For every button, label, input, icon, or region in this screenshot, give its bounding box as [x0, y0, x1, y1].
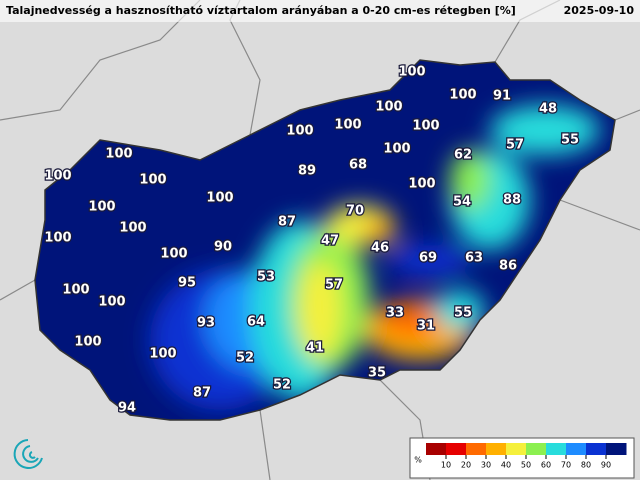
station-value: 52 — [236, 351, 254, 366]
station-value: 100 — [149, 347, 176, 362]
logo — [13, 439, 43, 469]
station-value: 46 — [371, 241, 389, 256]
station-value: 95 — [178, 276, 196, 291]
colorbar-segment — [586, 443, 607, 455]
colorbar-tick-label: 10 — [441, 461, 451, 470]
colorbar-segment — [546, 443, 567, 455]
station-value: 64 — [247, 315, 265, 330]
station-value: 100 — [44, 169, 71, 184]
date: 2025-09-10 — [564, 4, 635, 17]
station-value: 47 — [321, 234, 339, 249]
station-value: 100 — [139, 173, 166, 188]
station-value: 100 — [206, 191, 233, 206]
colorbar-label: % — [414, 456, 422, 465]
station-value: 35 — [368, 366, 386, 381]
station-value: 100 — [74, 335, 101, 350]
station-value: 55 — [561, 133, 579, 148]
station-value: 100 — [398, 65, 425, 80]
colorbar-tick-label: 20 — [461, 461, 471, 470]
colorbar-segment — [446, 443, 467, 455]
station-value: 100 — [286, 124, 313, 139]
station-value: 69 — [419, 251, 437, 266]
station-value: 63 — [465, 251, 483, 266]
station-value: 100 — [449, 88, 476, 103]
title: Talajnedvesség a hasznosítható víztartal… — [6, 4, 516, 17]
colorbar-segment — [486, 443, 507, 455]
station-value: 100 — [334, 118, 361, 133]
colorbar-tick-label: 60 — [541, 461, 551, 470]
station-value: 94 — [118, 401, 136, 416]
station-value: 57 — [506, 138, 524, 153]
colorbar-segment — [466, 443, 487, 455]
station-value: 100 — [383, 142, 410, 157]
station-value: 100 — [119, 221, 146, 236]
colorbar-tick-label: 80 — [581, 461, 591, 470]
station-value: 62 — [454, 148, 472, 163]
station-value: 54 — [453, 195, 471, 210]
station-value: 91 — [493, 89, 511, 104]
station-value: 68 — [349, 158, 367, 173]
colorbar-tick-label: 40 — [501, 461, 511, 470]
header-bar — [0, 0, 640, 22]
colorbar-tick-label: 90 — [601, 461, 611, 470]
station-value: 100 — [412, 119, 439, 134]
station-value: 33 — [386, 306, 404, 321]
colorbar-segment — [526, 443, 547, 455]
station-value: 52 — [273, 378, 291, 393]
station-value: 48 — [539, 102, 557, 117]
colorbar-segment — [606, 443, 627, 455]
station-value: 90 — [214, 240, 232, 255]
station-value: 100 — [44, 231, 71, 246]
station-value: 41 — [306, 341, 324, 356]
colorbar-tick-label: 50 — [521, 461, 531, 470]
station-value: 100 — [408, 177, 435, 192]
station-value: 89 — [298, 164, 316, 179]
station-value: 87 — [278, 215, 296, 230]
station-value: 100 — [62, 283, 89, 298]
station-value: 55 — [454, 306, 472, 321]
colorbar-segment — [566, 443, 587, 455]
station-value: 53 — [257, 270, 275, 285]
station-value: 100 — [88, 200, 115, 215]
station-value: 31 — [417, 319, 435, 334]
station-value: 57 — [325, 278, 343, 293]
colorbar-segment — [506, 443, 527, 455]
colorbar-tick-label: 70 — [561, 461, 571, 470]
station-value: 70 — [346, 204, 364, 219]
colorbar-segment — [426, 443, 447, 455]
station-value: 88 — [503, 193, 521, 208]
station-value: 93 — [197, 316, 215, 331]
colorbar-tick-label: 30 — [481, 461, 491, 470]
station-value: 86 — [499, 259, 517, 274]
station-value: 100 — [160, 247, 187, 262]
station-value: 100 — [105, 147, 132, 162]
station-value: 87 — [193, 386, 211, 401]
station-value: 100 — [98, 295, 125, 310]
station-value: 100 — [375, 100, 402, 115]
